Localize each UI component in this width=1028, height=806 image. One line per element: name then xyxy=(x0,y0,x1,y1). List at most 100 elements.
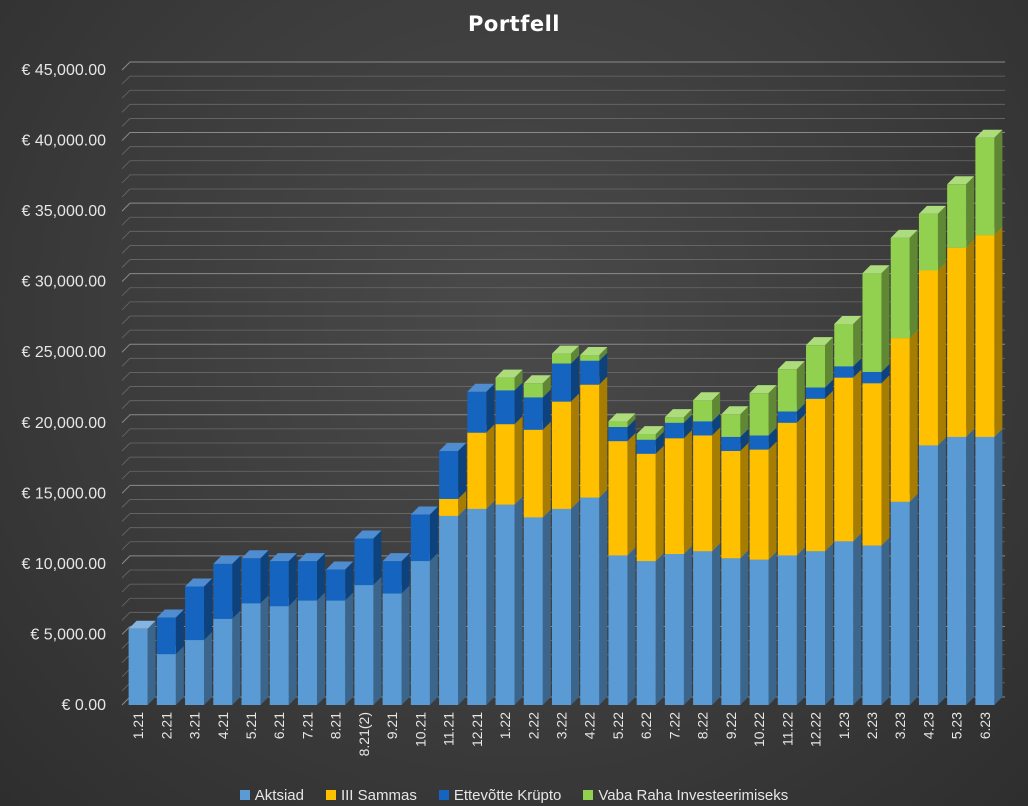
bar-segment xyxy=(721,443,749,559)
bar-front xyxy=(354,538,374,586)
bar-front xyxy=(806,551,826,705)
bar-side xyxy=(316,592,325,705)
gridline xyxy=(121,372,1005,381)
bar-top xyxy=(410,506,438,515)
bar-front xyxy=(834,377,854,542)
bar-front xyxy=(693,400,713,422)
bar-side xyxy=(599,347,608,361)
bar-segment xyxy=(156,646,184,705)
bar-top xyxy=(128,620,156,629)
bar-front xyxy=(806,398,826,552)
bar-side xyxy=(740,550,749,705)
bar-segment xyxy=(749,551,777,705)
bar-front xyxy=(467,432,487,509)
bar-front xyxy=(467,391,487,433)
bar-front xyxy=(777,555,797,705)
bar-front xyxy=(439,515,459,705)
x-tick-label: 9.21 xyxy=(384,712,400,739)
gridline xyxy=(121,118,1005,127)
bar-segment xyxy=(693,392,721,422)
y-tick-label: € 35,000.00 xyxy=(21,203,106,220)
bar-front xyxy=(636,453,656,562)
bar-front xyxy=(269,606,289,705)
bar-front xyxy=(410,514,430,562)
bar-side xyxy=(825,390,834,552)
x-tick-label: 10.22 xyxy=(751,712,767,747)
x-tick-label: 9.22 xyxy=(723,712,739,739)
bar-top xyxy=(439,443,467,451)
bar-segment xyxy=(495,416,523,505)
bar-side xyxy=(175,646,184,705)
x-tick-label: 3.22 xyxy=(554,712,570,739)
bar-front xyxy=(975,137,995,236)
bar-side xyxy=(853,533,862,705)
x-tick-label: 3.21 xyxy=(187,712,203,739)
bar-segment xyxy=(890,229,918,339)
bar-front xyxy=(664,438,684,555)
bar-segment xyxy=(552,393,579,509)
x-tick-label: 1.21 xyxy=(130,712,146,739)
bar-front xyxy=(693,551,713,705)
bar-side xyxy=(966,239,975,437)
gridline xyxy=(121,357,1005,367)
bar-side xyxy=(881,265,890,372)
bar-side xyxy=(994,227,1003,437)
bar-segment xyxy=(749,385,777,436)
bar-side xyxy=(937,205,946,271)
bar-segment xyxy=(777,361,805,412)
x-tick-label: 10.21 xyxy=(412,712,428,747)
bar-side xyxy=(599,376,608,498)
bar-front xyxy=(636,434,656,440)
legend-item: III Sammas xyxy=(325,787,417,804)
bar-front xyxy=(636,439,656,454)
bar-segment xyxy=(495,496,523,705)
bar-segment xyxy=(834,369,862,542)
bar-segment xyxy=(467,500,495,705)
bar-side xyxy=(994,428,1003,705)
bar-side xyxy=(966,428,975,705)
bar-segment xyxy=(806,337,834,388)
bar-side xyxy=(937,262,946,446)
bar-segment xyxy=(636,553,664,705)
bar-top xyxy=(693,392,721,401)
bar-front xyxy=(523,397,543,430)
bar-side xyxy=(683,414,692,439)
x-tick-label: 8.22 xyxy=(695,712,711,739)
bar-front xyxy=(213,563,233,619)
bar-top xyxy=(185,578,213,587)
bar-segment xyxy=(862,375,890,546)
bar-top xyxy=(664,409,692,418)
y-tick-label: € 10,000.00 xyxy=(21,556,106,573)
bar-top xyxy=(326,561,354,570)
bar-side xyxy=(853,358,862,378)
bar-top xyxy=(721,406,749,415)
bar-side xyxy=(147,620,156,705)
bar-front xyxy=(834,366,854,378)
bar-front xyxy=(523,517,543,705)
bar-front xyxy=(806,387,826,399)
bar-segment xyxy=(975,428,1003,705)
x-tick-label: 11.21 xyxy=(441,712,457,746)
bar-segment xyxy=(523,375,551,398)
bar-top xyxy=(156,609,184,618)
bar-side xyxy=(768,441,777,560)
bar-front xyxy=(326,600,346,705)
bar-top xyxy=(608,413,636,422)
bar-front xyxy=(410,561,430,705)
bar-front xyxy=(241,558,261,604)
chart-title: Portfell xyxy=(468,12,560,36)
bar-front xyxy=(382,593,402,705)
bar-top xyxy=(382,553,410,562)
bar-top xyxy=(467,383,495,392)
bar-front xyxy=(664,417,684,423)
bar-front xyxy=(975,235,995,437)
bar-segment xyxy=(777,547,805,705)
bar-front xyxy=(608,441,628,556)
bar-top xyxy=(213,555,241,564)
bar-front xyxy=(608,427,628,442)
gridline xyxy=(121,259,1005,268)
bar-side xyxy=(542,375,551,398)
bar-side xyxy=(627,413,636,428)
bar-side xyxy=(627,547,636,705)
bar-front xyxy=(297,561,317,601)
